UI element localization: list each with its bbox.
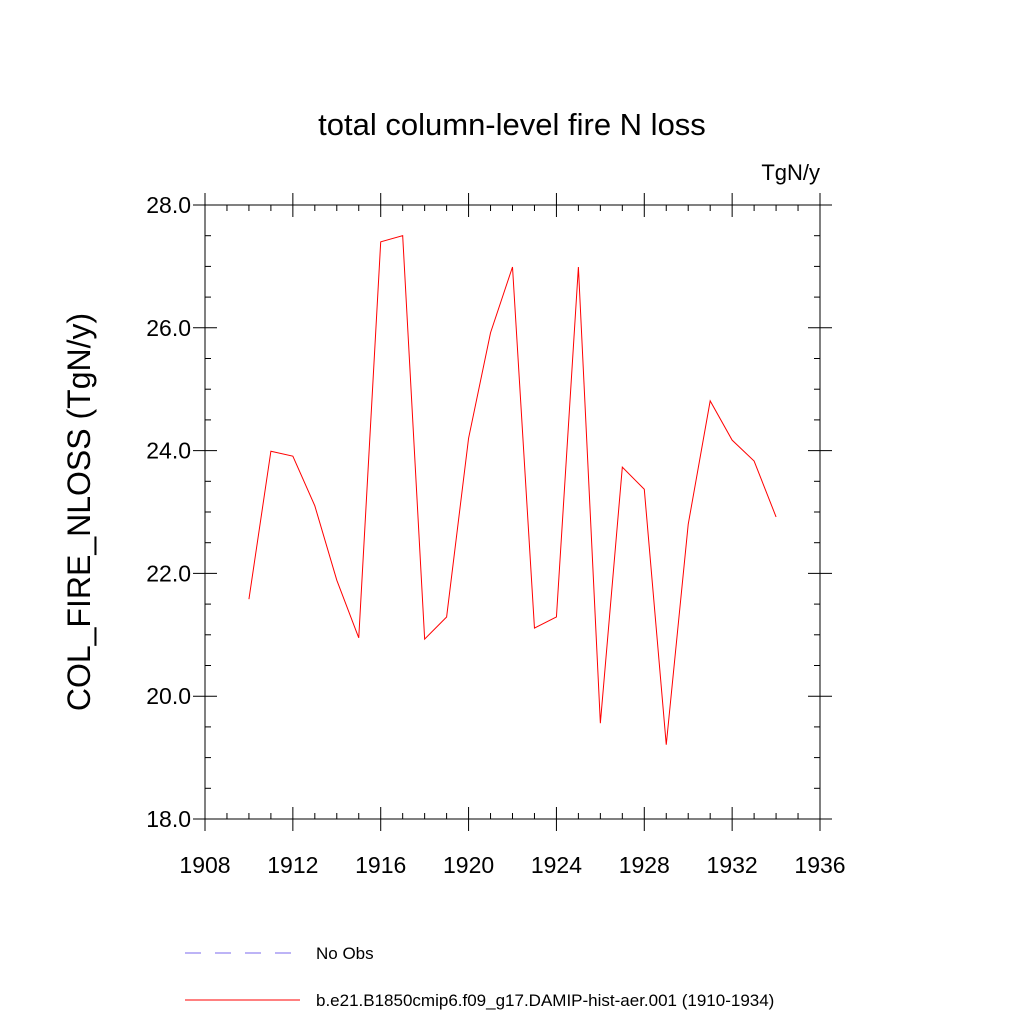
x-tick-label: 1912	[267, 852, 318, 878]
y-tick-label: 18.0	[146, 806, 191, 832]
legend-label: b.e21.B1850cmip6.f09_g17.DAMIP-hist-aer.…	[316, 991, 774, 1010]
data-line	[248, 235, 777, 745]
y-tick-label: 24.0	[146, 438, 191, 464]
y-tick-label: 22.0	[146, 560, 191, 586]
x-tick-label: 1928	[619, 852, 670, 878]
x-tick-label: 1908	[179, 852, 230, 878]
units-label: TgN/y	[761, 160, 820, 185]
y-tick-label: 28.0	[146, 192, 191, 218]
chart-title: total column-level fire N loss	[318, 107, 706, 142]
x-tick-label: 1936	[794, 852, 845, 878]
x-tick-label: 1924	[531, 852, 582, 878]
plot-frame	[204, 204, 821, 820]
y-tick-label: 20.0	[146, 683, 191, 709]
y-axis-label: COL_FIRE_NLOSS (TgN/y)	[61, 313, 97, 711]
x-tick-label: 1916	[355, 852, 406, 878]
y-tick-label: 26.0	[146, 315, 191, 341]
legend-label: No Obs	[316, 944, 374, 963]
x-tick-label: 1932	[707, 852, 758, 878]
x-tick-label: 1920	[443, 852, 494, 878]
